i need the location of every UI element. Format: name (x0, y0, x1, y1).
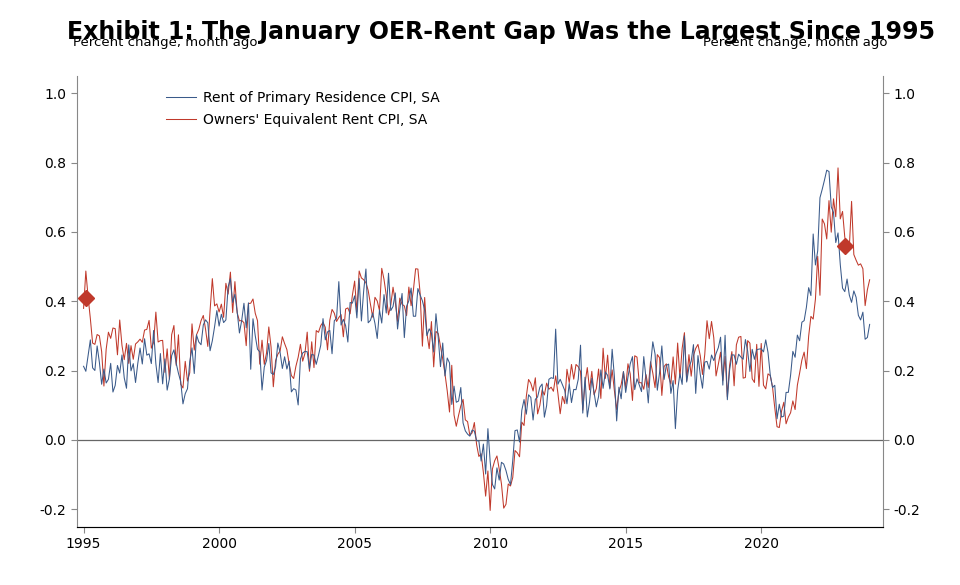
Owners' Equivalent Rent CPI, SA (78, 305, 89, 312)
Owners' Equivalent Rent CPI, SA (485, 507, 496, 514)
Rent of Primary Residence CPI, SA (489, 486, 500, 493)
Rent of Primary Residence CPI, SA (419, 307, 430, 314)
Rent of Primary Residence CPI, SA (78, 363, 89, 370)
Text: Exhibit 1: The January OER-Rent Gap Was the Largest Since 1995: Exhibit 1: The January OER-Rent Gap Was … (67, 20, 935, 44)
Rent of Primary Residence CPI, SA (662, 360, 674, 367)
Owners' Equivalent Rent CPI, SA (577, 407, 588, 414)
Owners' Equivalent Rent CPI, SA (555, 410, 566, 417)
Owners' Equivalent Rent CPI, SA (864, 276, 876, 283)
Rent of Primary Residence CPI, SA (534, 384, 545, 391)
Owners' Equivalent Rent CPI, SA (832, 164, 844, 171)
Owners' Equivalent Rent CPI, SA (732, 333, 744, 340)
Text: Percent change, month ago: Percent change, month ago (703, 36, 887, 49)
Line: Owners' Equivalent Rent CPI, SA: Owners' Equivalent Rent CPI, SA (84, 168, 870, 511)
Owners' Equivalent Rent CPI, SA (419, 294, 430, 301)
Owners' Equivalent Rent CPI, SA (662, 373, 674, 380)
Rent of Primary Residence CPI, SA (864, 321, 876, 328)
Legend: Rent of Primary Residence CPI, SA, Owners' Equivalent Rent CPI, SA: Rent of Primary Residence CPI, SA, Owner… (160, 85, 445, 133)
Rent of Primary Residence CPI, SA (732, 350, 744, 357)
Rent of Primary Residence CPI, SA (821, 167, 832, 174)
Rent of Primary Residence CPI, SA (577, 410, 588, 417)
Text: Percent change, month ago: Percent change, month ago (73, 36, 257, 49)
Rent of Primary Residence CPI, SA (555, 376, 566, 383)
Line: Rent of Primary Residence CPI, SA: Rent of Primary Residence CPI, SA (84, 170, 870, 489)
Owners' Equivalent Rent CPI, SA (534, 402, 545, 409)
